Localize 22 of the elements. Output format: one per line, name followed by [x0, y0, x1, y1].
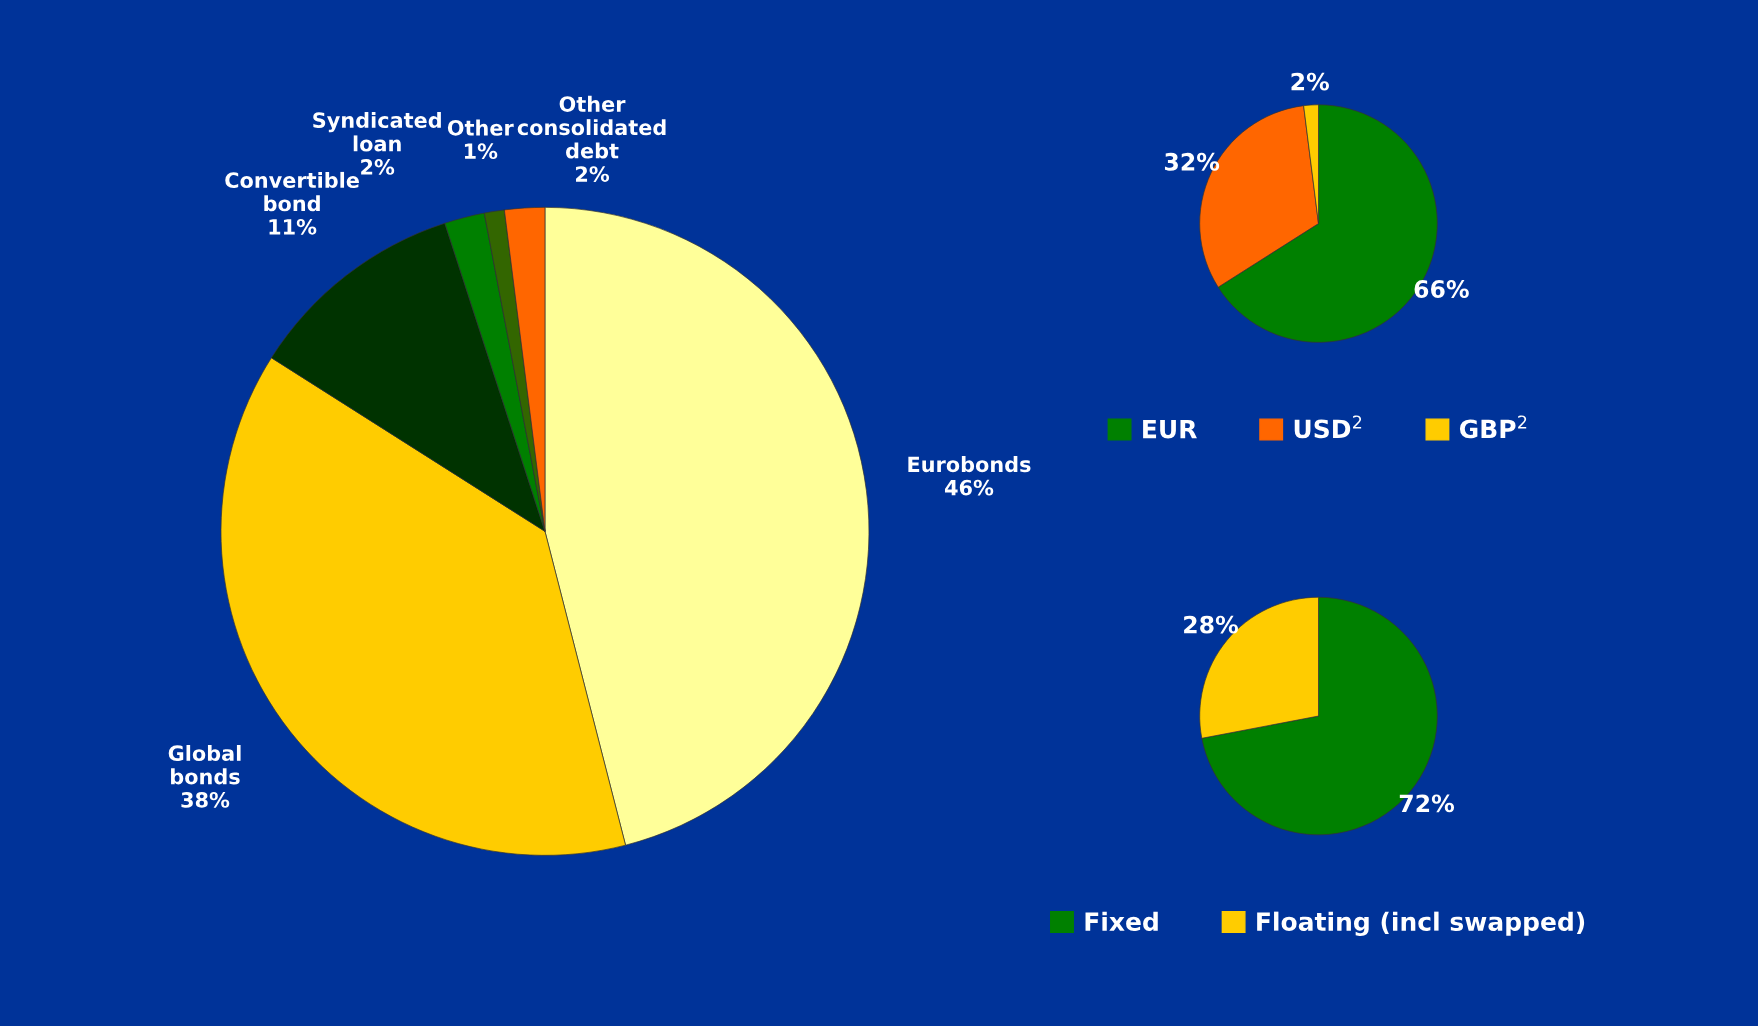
legend-label: USD$^{2}$ [1294, 415, 1362, 439]
data-label: 2% [1291, 72, 1329, 91]
data-label: 72% [1399, 794, 1455, 813]
data-label: 46% [944, 479, 994, 496]
legend-label: EUR [1143, 419, 1197, 439]
slice-label: Global bonds [168, 744, 241, 785]
data-label: 11% [269, 218, 317, 235]
legend-label: Floating (incl swapped) [1257, 911, 1585, 937]
slice-label: Eurobonds [908, 456, 1031, 473]
data-label: 1% [464, 143, 498, 160]
data-label: 28% [1184, 615, 1238, 634]
legend-label: GBP$^{2}$ [1459, 415, 1527, 439]
data-label: 32% [1164, 152, 1220, 171]
data-label: 2% [576, 166, 610, 182]
slice-label: Syndicated loan [313, 111, 441, 152]
slice-label: Convertible bond [225, 171, 359, 212]
slice-label: Other consolidated debt [517, 95, 666, 159]
legend-label: Fixed [1085, 911, 1158, 931]
slice-label: Other [447, 119, 514, 136]
data-label: 38% [181, 791, 230, 808]
data-label: 2% [361, 159, 395, 175]
data-label: 66% [1414, 280, 1469, 298]
